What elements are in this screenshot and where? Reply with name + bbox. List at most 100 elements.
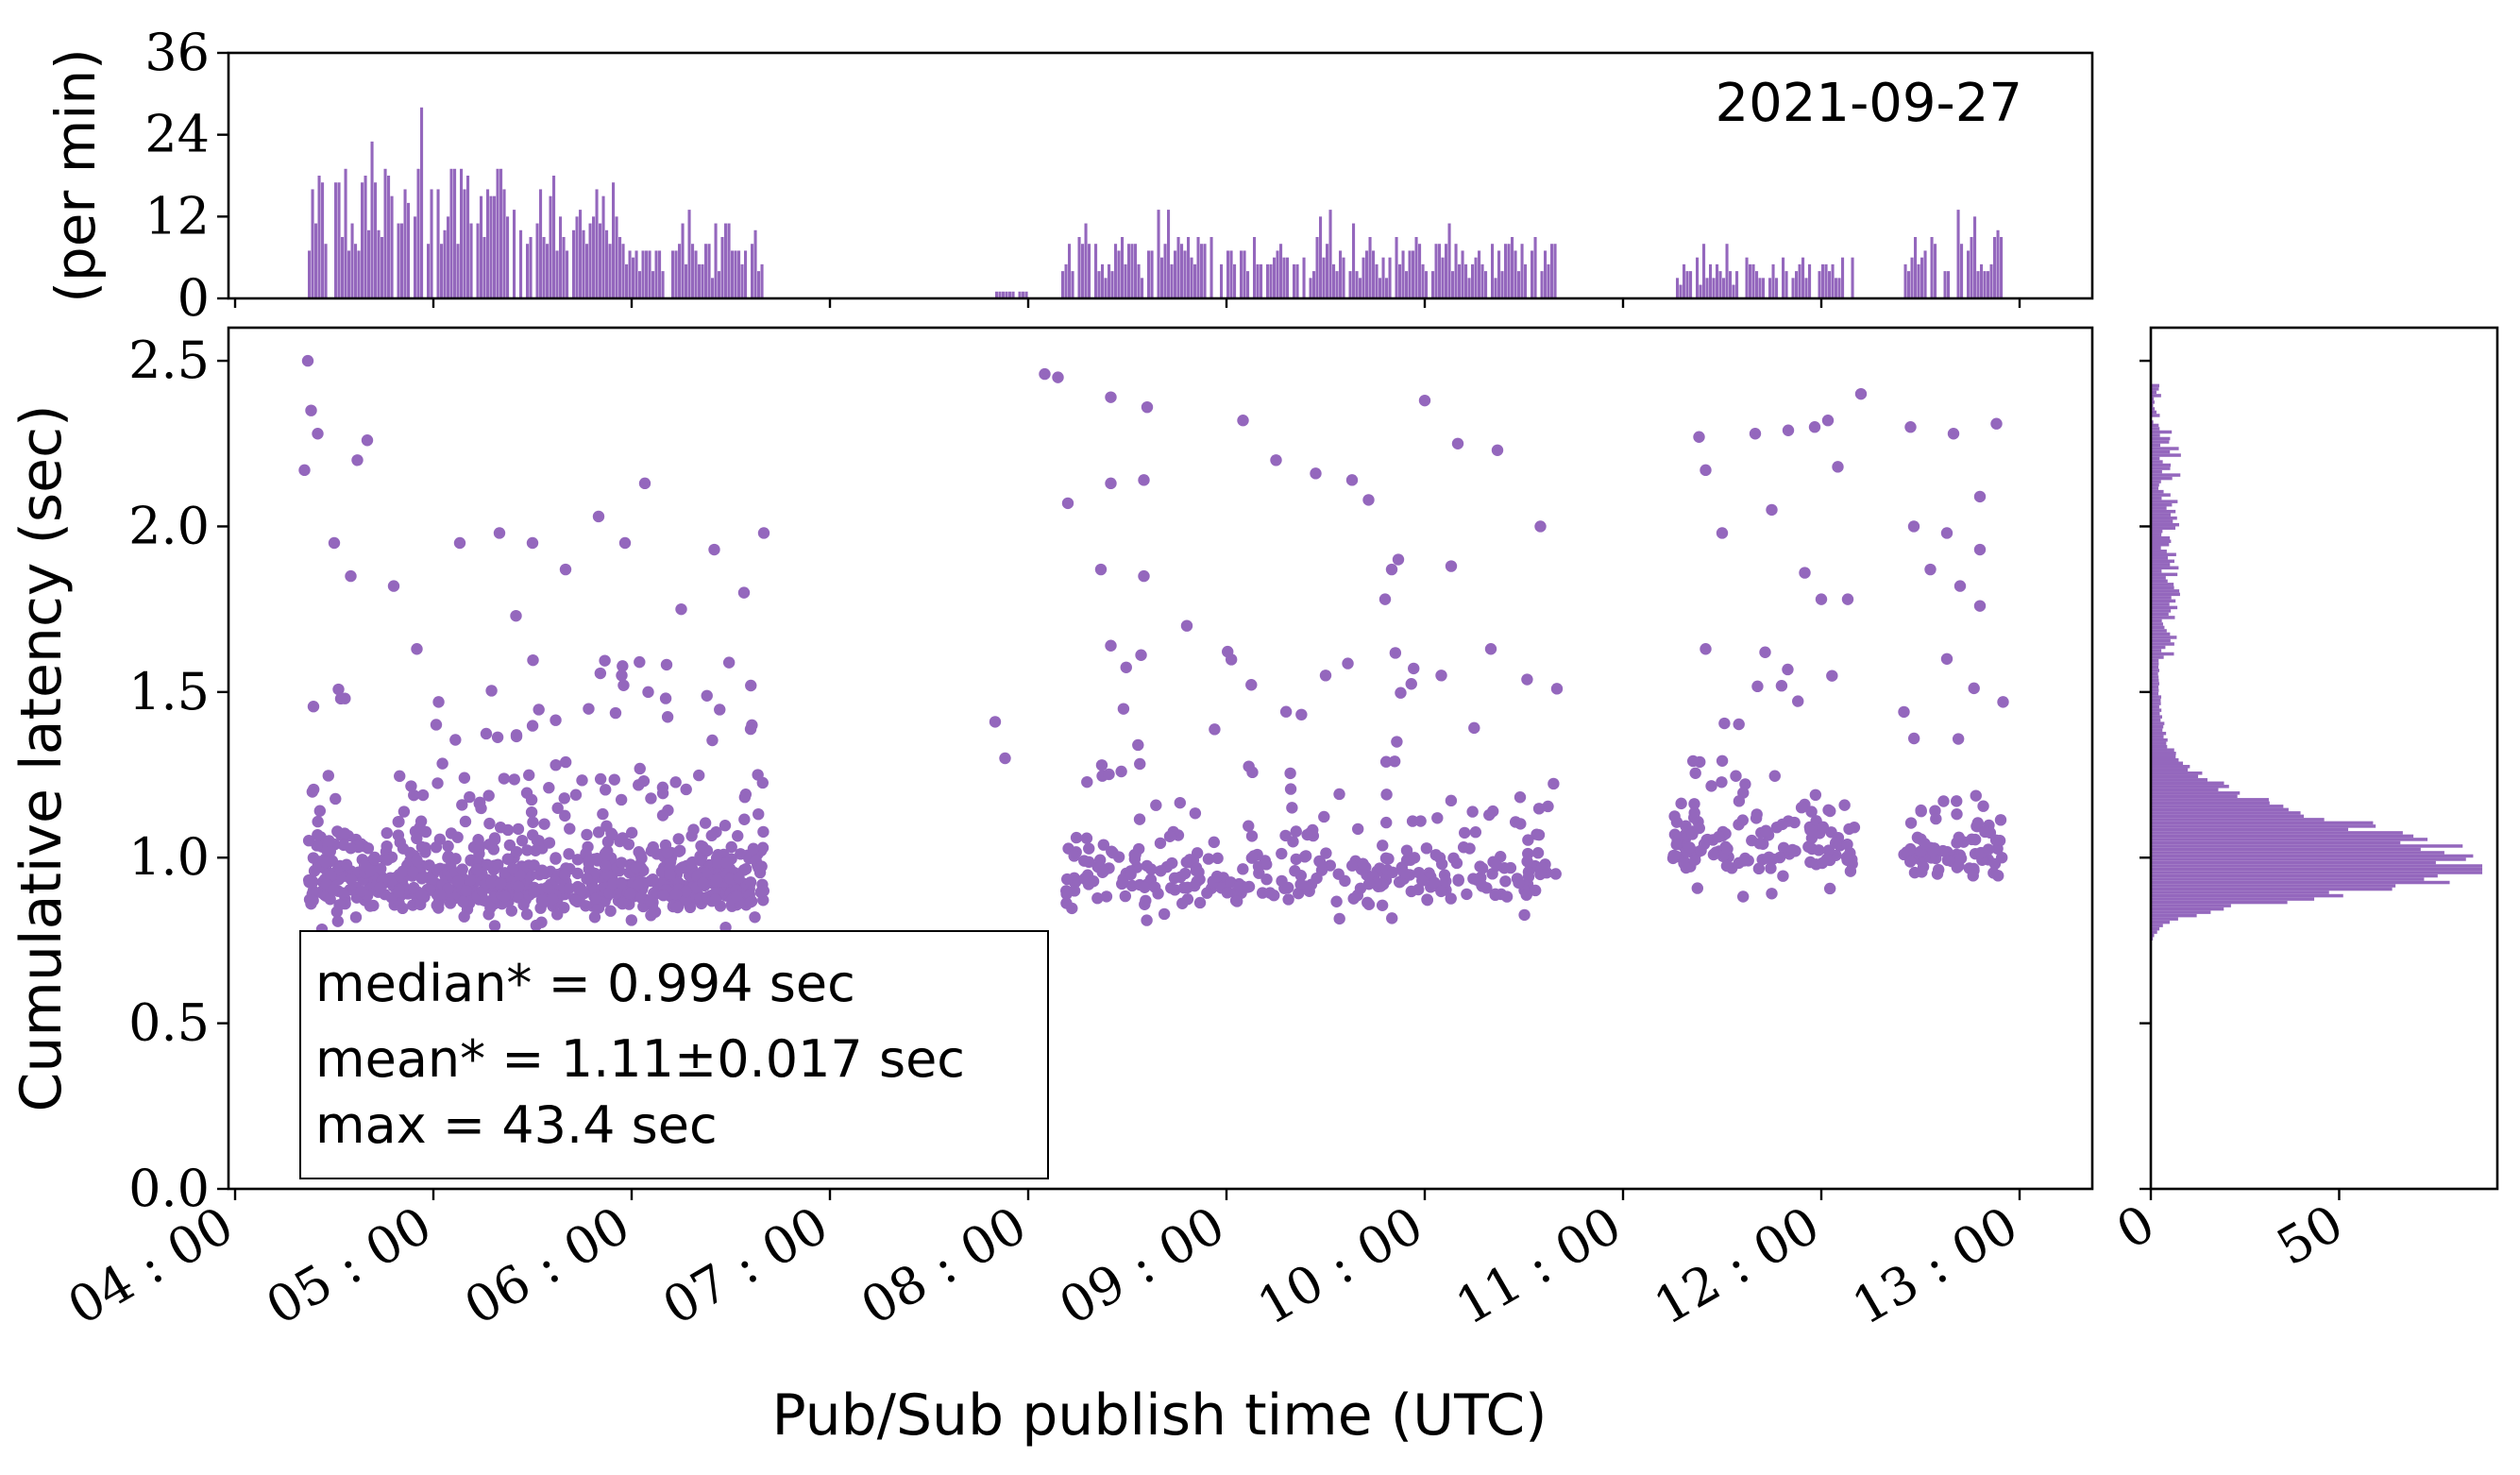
histogram-bar: [1233, 263, 1237, 298]
scatter-point: [1294, 878, 1307, 890]
scatter-point: [712, 856, 724, 869]
histogram-bar: [720, 237, 724, 298]
histogram-bar: [1203, 244, 1207, 298]
scatter-point: [1967, 870, 1979, 882]
histogram-bar: [2151, 897, 2315, 901]
scatter-point: [1951, 795, 1963, 807]
histogram-bar: [2151, 854, 2474, 858]
y-tick-label: 24: [144, 105, 210, 164]
histogram-bar: [698, 263, 702, 298]
histogram-bar: [1326, 244, 1329, 298]
histogram-bar: [1808, 263, 1812, 298]
scatter-point: [358, 859, 371, 872]
histogram-bar: [1504, 244, 1508, 298]
scatter-point: [1688, 806, 1700, 819]
scatter-point: [1691, 882, 1704, 894]
scatter-point: [1716, 776, 1728, 788]
histogram-bar: [1378, 278, 1382, 298]
histogram-bar: [1147, 250, 1151, 298]
histogram-bar: [1229, 250, 1233, 298]
scatter-point: [635, 891, 648, 904]
histogram-bar: [1511, 237, 1514, 298]
histogram-bar: [526, 244, 530, 298]
scatter-point: [1245, 830, 1259, 842]
scatter-point: [1750, 812, 1763, 824]
histogram-bar: [2151, 397, 2155, 401]
histogram-bar: [324, 244, 328, 298]
histogram-bar: [2151, 768, 2189, 772]
histogram-bar: [1835, 278, 1838, 298]
scatter-point: [1155, 865, 1167, 877]
histogram-bar: [2151, 410, 2157, 415]
scatter-point: [1406, 815, 1419, 827]
scatter-point: [1284, 783, 1297, 795]
scatter-point: [594, 772, 607, 786]
histogram-bar: [1755, 271, 1759, 298]
scatter-point: [1792, 695, 1804, 707]
histogram-bar: [2151, 513, 2172, 517]
scatter-point: [592, 510, 605, 523]
scatter-point: [458, 910, 470, 923]
histogram-bar: [2151, 572, 2178, 577]
scatter-point: [431, 777, 444, 789]
histogram-bar: [1685, 271, 1689, 298]
scatter-point: [645, 874, 657, 888]
scatter-point: [405, 780, 417, 792]
scatter-point: [302, 835, 315, 847]
histogram-bar: [1273, 257, 1277, 298]
histogram-bar: [701, 263, 704, 298]
histogram-bar: [588, 223, 592, 298]
histogram-bar: [2151, 900, 2288, 905]
scatter-point: [1416, 874, 1429, 887]
histogram-bar: [430, 189, 433, 298]
histogram-bar: [1368, 237, 1372, 298]
scatter-point: [738, 813, 751, 825]
scatter-point: [1115, 765, 1127, 778]
scatter-point: [1534, 868, 1547, 881]
scatter-point: [1952, 733, 1965, 745]
scatter-point: [526, 536, 539, 550]
histogram-bar: [2151, 884, 2396, 888]
scatter-point: [1270, 454, 1282, 466]
histogram-bar: [753, 229, 757, 298]
histogram-bar: [2151, 821, 2374, 825]
scatter-point: [1668, 810, 1681, 822]
scatter-point: [368, 851, 381, 864]
scatter-point: [419, 825, 432, 839]
histogram-bar: [480, 195, 483, 298]
scatter-point: [298, 464, 311, 477]
histogram-bar: [1421, 263, 1425, 298]
histogram-bar: [2151, 407, 2156, 411]
histogram-bar: [1024, 291, 1028, 298]
histogram-bar: [1758, 278, 1762, 298]
scatter-point: [1091, 892, 1104, 905]
scatter-point: [1445, 794, 1458, 807]
scatter-point: [1282, 881, 1294, 894]
histogram-bar: [1361, 257, 1365, 298]
scatter-point: [530, 844, 542, 856]
scatter-point: [1907, 732, 1920, 745]
scatter-point: [1395, 687, 1407, 699]
histogram-bar: [2151, 814, 2305, 819]
scatter-point: [1158, 907, 1171, 921]
histogram-bar: [734, 250, 737, 298]
histogram-bar: [1500, 271, 1504, 298]
scatter-point: [576, 884, 588, 897]
scatter-point: [543, 781, 555, 794]
scatter-point: [1841, 593, 1854, 605]
scatter-point: [1435, 885, 1447, 898]
scatter-point: [1675, 797, 1687, 810]
histogram-bar: [1018, 291, 1022, 298]
scatter-point: [397, 865, 409, 878]
histogram-bar: [1494, 278, 1497, 298]
histogram-bar: [2151, 708, 2162, 712]
histogram-bar: [2151, 443, 2161, 448]
scatter-point: [551, 802, 564, 814]
histogram-bar: [1520, 244, 1524, 298]
scatter-point: [701, 689, 713, 702]
histogram-bar: [552, 176, 556, 298]
histogram-bar: [1507, 244, 1511, 298]
scatter-point: [744, 876, 757, 889]
scatter-point: [723, 873, 736, 885]
scatter-point: [1904, 856, 1917, 868]
